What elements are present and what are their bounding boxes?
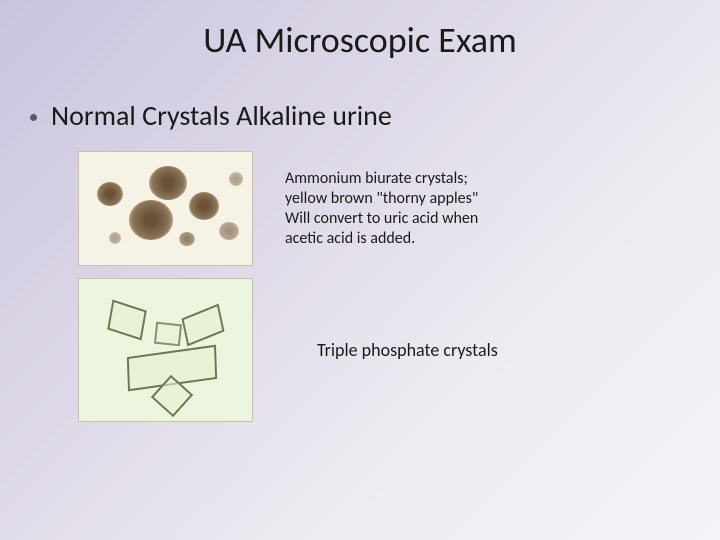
content-row-2: Triple phosphate crystals <box>78 278 720 422</box>
blob-icon <box>129 200 173 240</box>
ammonium-biurate-description: Ammonium biurate crystals; yellow brown … <box>285 169 478 249</box>
content-row-1: Ammonium biurate crystals; yellow brown … <box>78 151 720 266</box>
blob-icon <box>189 192 219 220</box>
slide-title: UA Microscopic Exam <box>0 0 720 62</box>
blob-icon <box>97 182 123 206</box>
blob-icon <box>149 166 187 200</box>
crystal-icon <box>107 300 146 341</box>
crystal-icon <box>182 304 225 347</box>
desc-line: acetic acid is added. <box>285 229 478 249</box>
desc-line: Will convert to uric acid when <box>285 209 478 229</box>
blob-icon <box>219 222 239 240</box>
blob-icon <box>109 232 121 244</box>
bullet-text: Normal Crystals Alkaline urine <box>51 98 392 133</box>
ammonium-biurate-image <box>78 151 253 266</box>
bullet-row: Normal Crystals Alkaline urine <box>30 98 720 133</box>
desc-line: yellow brown "thorny apples" <box>285 189 478 209</box>
desc-line: Ammonium biurate crystals; <box>285 169 478 189</box>
blob-icon <box>229 172 243 186</box>
triple-phosphate-description: Triple phosphate crystals <box>317 339 498 362</box>
bullet-dot-icon <box>30 114 37 121</box>
triple-phosphate-image <box>78 278 253 422</box>
crystal-icon <box>154 322 182 347</box>
blob-icon <box>179 232 195 246</box>
